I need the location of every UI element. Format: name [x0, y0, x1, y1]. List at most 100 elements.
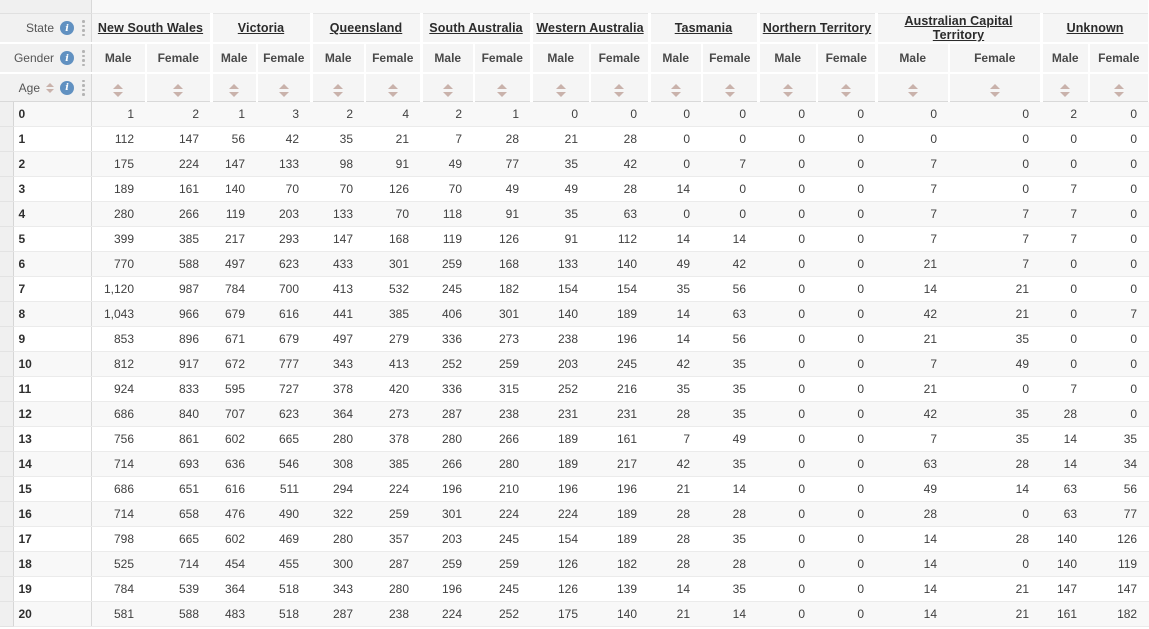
- info-icon[interactable]: i: [60, 51, 74, 65]
- value-cell: 14: [649, 576, 702, 602]
- column-sort-button[interactable]: [475, 84, 530, 97]
- gender-header[interactable]: Female: [257, 43, 313, 74]
- state-header[interactable]: South Australia: [421, 13, 533, 44]
- age-row-header: 14: [13, 451, 92, 477]
- age-sort-icon[interactable]: [46, 82, 54, 93]
- value-cell: 0: [949, 501, 1041, 527]
- value-cell: 812: [91, 351, 146, 377]
- value-cell: 14: [876, 601, 949, 627]
- gender-header[interactable]: Male: [421, 43, 475, 74]
- state-header[interactable]: Western Australia: [531, 13, 651, 44]
- column-sort-button[interactable]: [878, 84, 949, 97]
- info-icon[interactable]: i: [60, 21, 74, 35]
- gender-header[interactable]: Female: [1089, 43, 1149, 74]
- gender-header[interactable]: Female: [474, 43, 533, 74]
- value-cell: 385: [365, 301, 421, 327]
- state-header[interactable]: Australian Capital Territory: [876, 13, 1043, 44]
- gender-header[interactable]: Male: [211, 43, 258, 74]
- value-cell: 245: [474, 576, 531, 602]
- column-sort-button[interactable]: [651, 84, 702, 97]
- column-sort-button[interactable]: [703, 84, 757, 97]
- more-options-icon[interactable]: [80, 79, 87, 97]
- row-gutter: [0, 576, 14, 602]
- state-header[interactable]: Victoria: [211, 13, 313, 44]
- info-icon[interactable]: i: [60, 80, 74, 95]
- value-cell: 63: [590, 201, 649, 227]
- value-cell: 7: [649, 426, 702, 452]
- gender-header[interactable]: Male: [311, 43, 366, 74]
- value-cell: 140: [590, 251, 649, 277]
- gender-header[interactable]: Male: [531, 43, 591, 74]
- matrix-header: State i New South Wales Victoria Queenslan…: [0, 0, 1149, 102]
- gender-header[interactable]: Female: [817, 43, 878, 74]
- value-cell: 602: [211, 426, 257, 452]
- column-sort-button[interactable]: [1043, 84, 1089, 97]
- table-row: 9 853 896 671 679 497 279 336 273 238 196 14 56 0 0 21 3…: [0, 326, 1149, 352]
- column-sort-button[interactable]: [213, 84, 257, 97]
- value-cell: 1: [211, 101, 257, 127]
- column-sort-button[interactable]: [533, 84, 590, 97]
- column-sort-button[interactable]: [258, 84, 310, 97]
- more-options-icon[interactable]: [80, 49, 87, 67]
- gender-header[interactable]: Male: [876, 43, 950, 74]
- column-sort-button[interactable]: [950, 84, 1040, 97]
- gender-header[interactable]: Female: [590, 43, 651, 74]
- state-header[interactable]: Northern Territory: [758, 13, 878, 44]
- gender-field-label-cell: Gender i: [0, 43, 92, 74]
- value-cell: 777: [257, 351, 311, 377]
- gender-header[interactable]: Female: [702, 43, 760, 74]
- value-cell: 7: [1041, 226, 1089, 252]
- state-header-label: Queensland: [329, 21, 403, 35]
- table-row: 16 714 658 476 490 322 259 301 224 224 189 28 28 0 0 28…: [0, 501, 1149, 527]
- column-sort-button[interactable]: [818, 84, 875, 97]
- value-cell: 0: [758, 201, 817, 227]
- gender-header[interactable]: Female: [949, 43, 1043, 74]
- table-row: 3 189 161 140 70 70 126 70 49 49 28 14 0 0 0 7 0 7 0: [0, 176, 1149, 202]
- column-sort-cell: [365, 73, 423, 102]
- state-header[interactable]: Unknown: [1041, 13, 1149, 44]
- value-cell: 203: [257, 201, 311, 227]
- state-header[interactable]: Tasmania: [649, 13, 760, 44]
- value-cell: 238: [474, 401, 531, 427]
- gender-header[interactable]: Male: [649, 43, 703, 74]
- sort-down-icon: [989, 92, 1000, 97]
- value-cell: 0: [758, 576, 817, 602]
- state-header[interactable]: Queensland: [311, 13, 423, 44]
- value-cell: 0: [590, 101, 649, 127]
- column-sort-button[interactable]: [313, 84, 365, 97]
- value-cell: 28: [949, 451, 1041, 477]
- value-cell: 497: [311, 326, 365, 352]
- column-sort-cell: [702, 73, 760, 102]
- value-cell: 483: [211, 601, 257, 627]
- value-cell: 35: [702, 376, 758, 402]
- gender-header[interactable]: Female: [146, 43, 213, 74]
- value-cell: 49: [702, 426, 758, 452]
- state-header[interactable]: New South Wales: [91, 13, 213, 44]
- column-sort-button[interactable]: [423, 84, 474, 97]
- column-sort-button[interactable]: [1090, 84, 1148, 97]
- more-options-icon[interactable]: [80, 19, 87, 37]
- value-cell: 42: [649, 451, 702, 477]
- value-cell: 0: [949, 126, 1041, 152]
- value-cell: 0: [817, 526, 876, 552]
- value-cell: 119: [1089, 551, 1149, 577]
- column-sort-cell: [311, 73, 366, 102]
- value-cell: 70: [257, 176, 311, 202]
- value-cell: 0: [1089, 326, 1149, 352]
- value-cell: 714: [146, 551, 211, 577]
- column-sort-button[interactable]: [147, 84, 210, 97]
- column-sort-button[interactable]: [92, 84, 146, 97]
- gender-header[interactable]: Male: [758, 43, 818, 74]
- gender-header[interactable]: Male: [1041, 43, 1090, 74]
- column-sort-button[interactable]: [591, 84, 648, 97]
- value-cell: 7: [1041, 176, 1089, 202]
- row-gutter: [0, 301, 14, 327]
- gender-header[interactable]: Female: [365, 43, 423, 74]
- value-cell: 49: [421, 151, 474, 177]
- column-sort-button[interactable]: [760, 84, 817, 97]
- sort-down-icon: [173, 92, 184, 97]
- gender-header[interactable]: Male: [91, 43, 147, 74]
- value-cell: 140: [1041, 551, 1089, 577]
- column-sort-button[interactable]: [366, 84, 420, 97]
- value-cell: 14: [649, 301, 702, 327]
